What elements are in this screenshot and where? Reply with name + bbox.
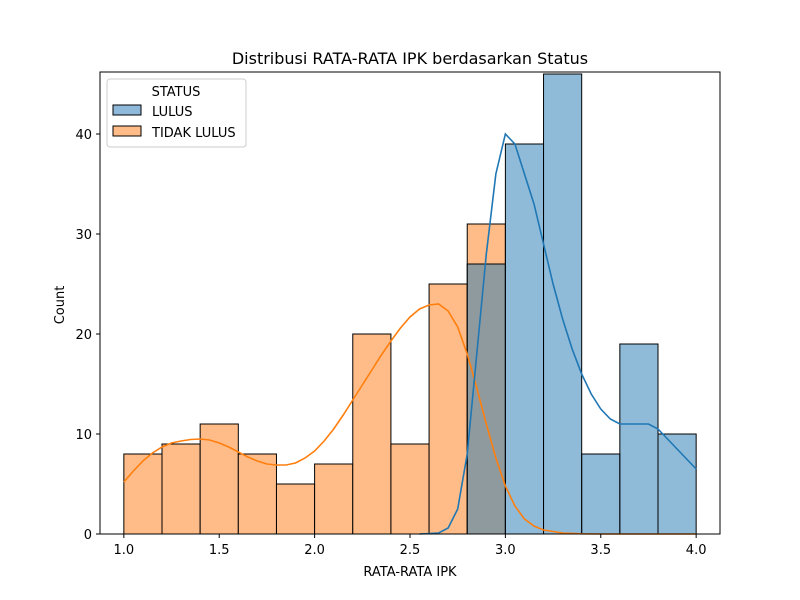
tidak-lulus-bar (237, 453, 277, 535)
lulus-kde-line (419, 132, 697, 535)
tidak-lulus-bar (428, 283, 468, 535)
x-tick-label: 3.0 (495, 543, 516, 558)
tidak-lulus-bar (199, 423, 239, 535)
tidak-lulus-bar (161, 443, 201, 535)
legend-swatch-tidak-lulus (112, 125, 142, 137)
lulus-bar (581, 453, 621, 535)
lulus-bar (619, 343, 659, 535)
legend-swatch-lulus (112, 104, 142, 116)
kde-curves (123, 132, 697, 535)
y-axis-label: Count (53, 286, 68, 325)
lulus-bar (466, 263, 506, 535)
legend-label-tidak-lulus: TIDAK LULUS (151, 126, 236, 141)
tidak-lulus-bar (314, 463, 354, 535)
lulus-bar (543, 73, 583, 535)
legend-label-lulus: LULUS (152, 105, 192, 120)
lulus-bars (466, 73, 697, 535)
tidak-lulus-bar (390, 443, 430, 535)
x-axis-label: RATA-RATA IPK (363, 565, 457, 580)
tidak-lulus-kde-line (123, 303, 697, 535)
tidak-lulus-bar (123, 453, 163, 535)
x-tick-label: 2.5 (400, 543, 421, 558)
chart-title: Distribusi RATA-RATA IPK berdasarkan Sta… (232, 49, 588, 68)
y-tick-label: 40 (75, 128, 92, 143)
legend-title: STATUS (152, 85, 201, 100)
x-tick-label: 2.0 (304, 543, 325, 558)
y-tick-label: 30 (75, 228, 92, 243)
x-tick-label: 1.5 (209, 543, 230, 558)
y-tick-label: 10 (75, 428, 92, 443)
x-tick-label: 3.5 (590, 543, 611, 558)
tidak-lulus-bar (275, 483, 316, 535)
lulus-bar (504, 143, 545, 535)
y-tick-label: 20 (75, 328, 92, 343)
x-tick-label: 4.0 (686, 543, 707, 558)
x-tick-label: 1.0 (114, 543, 135, 558)
tidak-lulus-bar (352, 333, 392, 535)
tidak-lulus-bars (123, 223, 506, 535)
legend: STATUS LULUS TIDAK LULUS (106, 78, 247, 148)
y-tick-label: 0 (84, 528, 92, 543)
legend-frame (106, 78, 247, 148)
lulus-bar (657, 433, 697, 535)
ticks: 1.0 1.5 2.0 2.5 3.0 3.5 4.0 0 10 20 30 40 (75, 128, 706, 558)
